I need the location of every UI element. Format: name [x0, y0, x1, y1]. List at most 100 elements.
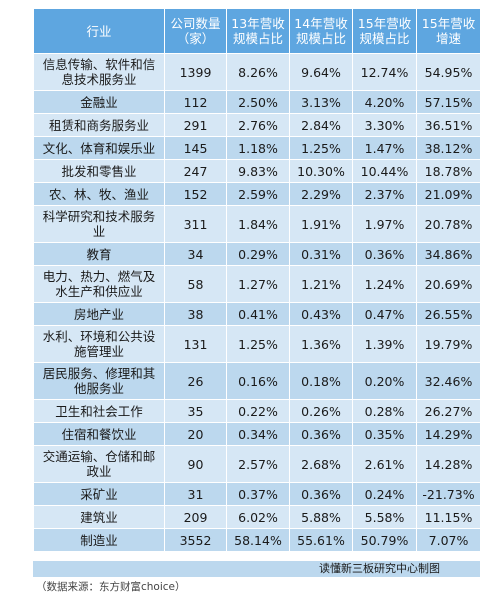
- table-row: 信息传输、软件和信息技术服务业 1399 8.26% 9.64% 12.74% …: [33, 53, 481, 91]
- growth-2015-cell: 32.46%: [416, 362, 481, 400]
- share-2014-cell: 5.88%: [289, 505, 353, 529]
- table-row: 制造业 3552 58.14% 55.61% 50.79% 7.07%: [33, 528, 481, 552]
- share-2013-cell: 2.76%: [226, 113, 290, 137]
- share-2014-cell: 0.31%: [289, 242, 353, 266]
- share-2014-cell: 2.68%: [289, 445, 353, 483]
- growth-2015-cell: -21.73%: [416, 482, 481, 506]
- table-row: 交通运输、仓储和邮政业 90 2.57% 2.68% 2.61% 14.28%: [33, 445, 481, 483]
- share-2015-cell: 0.24%: [352, 482, 417, 506]
- growth-2015-cell: 20.78%: [416, 205, 481, 243]
- share-2013-cell: 9.83%: [226, 159, 290, 183]
- share-2015-cell: 0.47%: [352, 302, 417, 326]
- table-footer-bar: 读懂新三板研究中心制图: [33, 561, 480, 577]
- share-2015-cell: 1.39%: [352, 325, 417, 363]
- share-2013-cell: 2.50%: [226, 90, 290, 114]
- count-cell: 291: [164, 113, 227, 137]
- industry-cell: 水利、环境和公共设施管理业: [33, 325, 165, 363]
- share-2014-cell: 0.36%: [289, 422, 353, 446]
- share-2015-cell: 12.74%: [352, 53, 417, 91]
- growth-2015-cell: 26.55%: [416, 302, 481, 326]
- growth-2015-cell: 26.27%: [416, 399, 481, 423]
- industry-cell: 采矿业: [33, 482, 165, 506]
- industry-cell: 批发和零售业: [33, 159, 165, 183]
- share-2013-cell: 58.14%: [226, 528, 290, 552]
- count-cell: 145: [164, 136, 227, 160]
- share-2015-cell: 1.97%: [352, 205, 417, 243]
- industry-cell: 金融业: [33, 90, 165, 114]
- share-2015-cell: 5.58%: [352, 505, 417, 529]
- industry-cell: 科学研究和技术服务业: [33, 205, 165, 243]
- table-row: 房地产业 38 0.41% 0.43% 0.47% 26.55%: [33, 302, 481, 326]
- industry-cell: 电力、热力、燃气及水生产和供应业: [33, 265, 165, 303]
- share-2013-cell: 1.25%: [226, 325, 290, 363]
- table-header-row: 行业 公司数量（家） 13年营收规模占比 14年营收规模占比 15年营收规模占比…: [33, 8, 481, 54]
- count-cell: 131: [164, 325, 227, 363]
- growth-2015-cell: 14.28%: [416, 445, 481, 483]
- share-2014-cell: 1.25%: [289, 136, 353, 160]
- growth-2015-cell: 18.78%: [416, 159, 481, 183]
- count-cell: 90: [164, 445, 227, 483]
- industry-cell: 教育: [33, 242, 165, 266]
- table-row: 科学研究和技术服务业 311 1.84% 1.91% 1.97% 20.78%: [33, 205, 481, 243]
- industry-cell: 卫生和社会工作: [33, 399, 165, 423]
- table-row: 租赁和商务服务业 291 2.76% 2.84% 3.30% 36.51%: [33, 113, 481, 137]
- count-cell: 1399: [164, 53, 227, 91]
- growth-2015-cell: 36.51%: [416, 113, 481, 137]
- growth-2015-cell: 34.86%: [416, 242, 481, 266]
- header-company-count: 公司数量（家）: [164, 8, 227, 54]
- industry-cell: 租赁和商务服务业: [33, 113, 165, 137]
- industry-cell: 信息传输、软件和信息技术服务业: [33, 53, 165, 91]
- share-2014-cell: 10.30%: [289, 159, 353, 183]
- industry-cell: 建筑业: [33, 505, 165, 529]
- header-2013-share: 13年营收规模占比: [226, 8, 290, 54]
- share-2015-cell: 1.24%: [352, 265, 417, 303]
- table-row: 采矿业 31 0.37% 0.36% 0.24% -21.73%: [33, 482, 481, 506]
- share-2013-cell: 0.41%: [226, 302, 290, 326]
- share-2014-cell: 0.26%: [289, 399, 353, 423]
- count-cell: 31: [164, 482, 227, 506]
- share-2014-cell: 2.84%: [289, 113, 353, 137]
- share-2015-cell: 4.20%: [352, 90, 417, 114]
- industry-cell: 居民服务、修理和其他服务业: [33, 362, 165, 400]
- industry-cell: 房地产业: [33, 302, 165, 326]
- table-row: 电力、热力、燃气及水生产和供应业 58 1.27% 1.21% 1.24% 20…: [33, 265, 481, 303]
- share-2013-cell: 0.16%: [226, 362, 290, 400]
- share-2013-cell: 1.27%: [226, 265, 290, 303]
- industry-cell: 制造业: [33, 528, 165, 552]
- count-cell: 209: [164, 505, 227, 529]
- count-cell: 58: [164, 265, 227, 303]
- table-row: 住宿和餐饮业 20 0.34% 0.36% 0.35% 14.29%: [33, 422, 481, 446]
- count-cell: 26: [164, 362, 227, 400]
- count-cell: 112: [164, 90, 227, 114]
- share-2013-cell: 1.18%: [226, 136, 290, 160]
- table-row: 农、林、牧、渔业 152 2.59% 2.29% 2.37% 21.09%: [33, 182, 481, 206]
- header-2014-share: 14年营收规模占比: [289, 8, 353, 54]
- count-cell: 34: [164, 242, 227, 266]
- growth-2015-cell: 19.79%: [416, 325, 481, 363]
- industry-cell: 交通运输、仓储和邮政业: [33, 445, 165, 483]
- table-row: 文化、体育和娱乐业 145 1.18% 1.25% 1.47% 38.12%: [33, 136, 481, 160]
- share-2015-cell: 0.28%: [352, 399, 417, 423]
- header-2015-growth: 15年营收增速: [416, 8, 481, 54]
- share-2015-cell: 0.36%: [352, 242, 417, 266]
- count-cell: 152: [164, 182, 227, 206]
- share-2014-cell: 1.21%: [289, 265, 353, 303]
- share-2014-cell: 0.43%: [289, 302, 353, 326]
- data-source-note: （数据来源：东方财富choice）: [36, 581, 186, 593]
- industry-cell: 住宿和餐饮业: [33, 422, 165, 446]
- count-cell: 35: [164, 399, 227, 423]
- share-2013-cell: 1.84%: [226, 205, 290, 243]
- industry-cell: 文化、体育和娱乐业: [33, 136, 165, 160]
- industry-cell: 农、林、牧、渔业: [33, 182, 165, 206]
- table-row: 建筑业 209 6.02% 5.88% 5.58% 11.15%: [33, 505, 481, 529]
- share-2014-cell: 0.18%: [289, 362, 353, 400]
- count-cell: 20: [164, 422, 227, 446]
- share-2015-cell: 0.20%: [352, 362, 417, 400]
- growth-2015-cell: 20.69%: [416, 265, 481, 303]
- table-row: 水利、环境和公共设施管理业 131 1.25% 1.36% 1.39% 19.7…: [33, 325, 481, 363]
- share-2014-cell: 1.91%: [289, 205, 353, 243]
- table-row: 批发和零售业 247 9.83% 10.30% 10.44% 18.78%: [33, 159, 481, 183]
- growth-2015-cell: 21.09%: [416, 182, 481, 206]
- share-2014-cell: 9.64%: [289, 53, 353, 91]
- share-2013-cell: 2.59%: [226, 182, 290, 206]
